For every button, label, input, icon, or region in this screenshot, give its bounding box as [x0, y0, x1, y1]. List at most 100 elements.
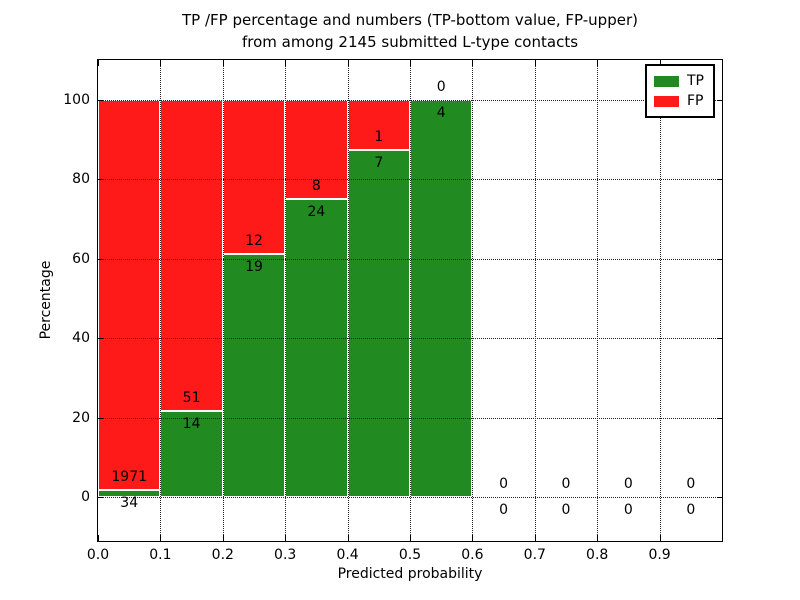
y-tick-right	[717, 100, 722, 101]
bar-segment-tp	[410, 100, 473, 497]
x-tick-label: 0.2	[211, 547, 234, 563]
tp-count-label: 7	[374, 154, 384, 171]
y-tick-label: 60	[72, 250, 90, 267]
y-tick-right	[717, 417, 722, 419]
y-tick-label: 0	[81, 489, 90, 505]
bar-segment-fp	[98, 100, 161, 491]
y-tick-left	[98, 338, 103, 340]
fp-count-label: 1	[374, 128, 384, 145]
fp-count-label: 0	[499, 476, 509, 492]
x-tick-bottom	[160, 535, 162, 541]
x-tick-bottom	[597, 535, 599, 541]
bar-segment-tp	[160, 411, 223, 497]
bar-segment-fp	[285, 100, 348, 200]
fp-count-label: 0	[623, 476, 633, 492]
plot-area: TP FP 1971 34 51 14 12 19 8 24 1 7 0 4 0 0 0 0 0 0 0 0	[97, 59, 723, 542]
legend-entry-tp: TP	[654, 71, 704, 91]
y-tick-label: 80	[72, 171, 90, 188]
y-tick-left	[98, 497, 103, 498]
bar-segment-tp	[222, 253, 286, 497]
tp-count-label: 0	[561, 502, 571, 518]
fp-count-label: 0	[436, 79, 446, 95]
x-tick-bottom	[285, 535, 287, 541]
legend-label-tp: TP	[687, 73, 704, 89]
tp-count-label: 34	[120, 495, 139, 512]
y-tick-right	[717, 497, 722, 498]
x-tick-bottom	[98, 535, 99, 541]
bar-segment-fp	[222, 100, 286, 254]
x-tick-bottom	[534, 535, 536, 541]
y-tick-label: 100	[63, 92, 90, 108]
grid-line-x	[659, 60, 661, 541]
grid-line-x	[410, 60, 411, 541]
tp-count-label: 19	[245, 258, 263, 275]
chart-title-line1: TP /FP percentage and numbers (TP-bottom…	[182, 11, 638, 29]
x-tick-top	[98, 60, 99, 66]
legend-swatch-fp	[654, 95, 679, 107]
tp-count-label: 0	[686, 502, 696, 518]
x-tick-top	[472, 60, 474, 66]
chart-title-line2: from among 2145 submitted L-type contact…	[241, 33, 579, 51]
x-tick-bottom	[659, 535, 661, 541]
tp-count-label: 4	[436, 105, 446, 121]
tp-count-label: 24	[307, 204, 326, 221]
grid-line-x	[472, 60, 474, 541]
legend: TP FP	[645, 64, 715, 118]
y-tick-label: 40	[72, 330, 90, 347]
y-axis-label: Percentage	[38, 260, 54, 340]
fp-count-label: 12	[245, 232, 263, 249]
x-tick-label: 0.7	[523, 547, 546, 563]
fp-count-label: 8	[311, 178, 321, 195]
x-tick-label: 0.1	[149, 547, 172, 563]
x-tick-label: 0.3	[274, 547, 297, 563]
y-tick-left	[98, 100, 103, 101]
grid-line-x	[222, 60, 224, 541]
x-tick-label: 0.6	[461, 547, 484, 563]
y-tick-label: 20	[72, 409, 90, 426]
y-tick-left	[98, 258, 103, 260]
bar-segment-tp	[285, 199, 348, 497]
x-tick-bottom	[222, 535, 224, 541]
x-tick-top	[285, 60, 287, 66]
y-tick-left	[98, 417, 103, 419]
y-tick-left	[98, 179, 103, 181]
grid-line-x	[347, 60, 349, 541]
y-tick-right	[717, 338, 722, 340]
bar-segment-tp	[98, 490, 161, 497]
x-tick-label: 0.5	[398, 547, 422, 563]
x-axis-label: Predicted probability	[337, 566, 483, 582]
x-tick-bottom	[410, 535, 411, 541]
fp-count-label: 1971	[111, 469, 148, 486]
x-tick-label: 0.9	[648, 547, 671, 563]
fp-count-label: 51	[182, 390, 201, 407]
x-tick-top	[347, 60, 349, 66]
x-tick-bottom	[347, 535, 349, 541]
tp-count-label: 0	[499, 502, 509, 518]
x-tick-top	[534, 60, 536, 66]
legend-entry-fp: FP	[654, 91, 704, 111]
fp-count-label: 0	[561, 476, 571, 492]
legend-label-fp: FP	[687, 93, 704, 109]
x-tick-top	[410, 60, 411, 66]
x-tick-label: 0.0	[86, 547, 110, 563]
bar-segment-tp	[347, 149, 410, 497]
fp-count-label: 0	[686, 476, 696, 492]
chart-title: TP /FP percentage and numbers (TP-bottom…	[97, 9, 723, 53]
tp-count-label: 14	[182, 416, 201, 433]
x-tick-top	[597, 60, 599, 66]
grid-line-x	[160, 60, 162, 541]
x-tick-top	[160, 60, 162, 66]
legend-swatch-tp	[654, 75, 679, 87]
grid-line-x	[534, 60, 536, 541]
x-tick-top	[659, 60, 661, 66]
grid-line-x	[285, 60, 287, 541]
y-tick-right	[717, 179, 722, 181]
x-tick-label: 0.4	[336, 547, 359, 563]
x-tick-bottom	[472, 535, 474, 541]
x-tick-label: 0.8	[586, 547, 609, 563]
tp-count-label: 0	[623, 502, 633, 518]
bar-segment-fp	[160, 100, 223, 412]
grid-line-x	[597, 60, 599, 541]
x-tick-top	[222, 60, 224, 66]
